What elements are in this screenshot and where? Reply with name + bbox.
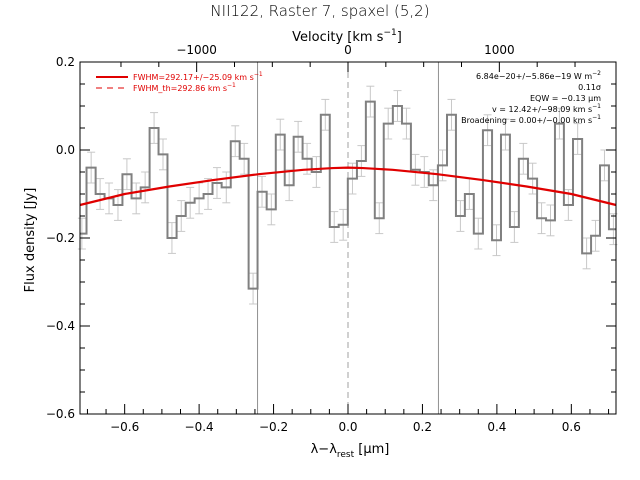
top-tick-label: 1000: [484, 43, 515, 57]
axes: [79, 61, 617, 415]
annotation-velocity: v = 12.42+/−98.09 km s−1: [492, 103, 601, 114]
fit-curve-series: [79, 166, 617, 207]
x-tick-label: −0.4: [185, 420, 214, 434]
x-axis-label: λ−λrest [μm]: [311, 442, 390, 460]
annotation-broadening: Broadening = 0.00+/−0.00 km s−1: [461, 114, 601, 125]
y-axis-label: Flux density [Jy]: [23, 188, 38, 293]
legend: FWHM=292.17+/−25.09 km s−1 FWHM_th=292.8…: [96, 71, 263, 93]
x-tick-label: 0.2: [413, 420, 432, 434]
x-tick-label: −0.6: [110, 420, 139, 434]
fit-annotations: 6.84e−20+/−5.86e−19 W m−2 0.11σ EQW = −0…: [461, 70, 601, 125]
annotation-flux: 6.84e−20+/−5.86e−19 W m−2: [476, 70, 601, 81]
x-tick-label: 0.6: [562, 420, 581, 434]
y-tick-label: 0.2: [56, 55, 75, 69]
fit-curve: [79, 166, 617, 207]
legend-entry-fwhm: FWHM=292.17+/−25.09 km s−1: [133, 71, 263, 82]
vertical-reference-lines: [257, 62, 439, 414]
tick-labels: −0.6 −0.4 −0.2 0.0 0.2 0.4 0.6 0.2 0.0 −0.2 −0.4 −0…: [46, 43, 581, 434]
chart-title: NII122, Raster 7, spaxel (5,2): [210, 2, 429, 20]
annotation-eqw: EQW = −0.13 μm: [530, 94, 601, 103]
x-tick-label: 0.4: [487, 420, 506, 434]
annotation-sigma: 0.11σ: [578, 83, 601, 92]
data-step-line: [80, 100, 616, 290]
legend-entry-fwhm-th: FWHM_th=292.86 km s−1: [133, 82, 236, 93]
top-axis-label: Velocity [km s−1]: [292, 28, 402, 45]
y-tick-label: −0.4: [46, 319, 75, 333]
top-tick-label: 0: [344, 43, 352, 57]
y-tick-label: 0.0: [56, 143, 75, 157]
x-tick-label: −0.2: [259, 420, 288, 434]
y-tick-label: −0.6: [46, 407, 75, 421]
data-step-series: [80, 100, 616, 290]
top-tick-label: −1000: [176, 43, 217, 57]
y-tick-label: −0.2: [46, 231, 75, 245]
x-tick-label: 0.0: [338, 420, 357, 434]
